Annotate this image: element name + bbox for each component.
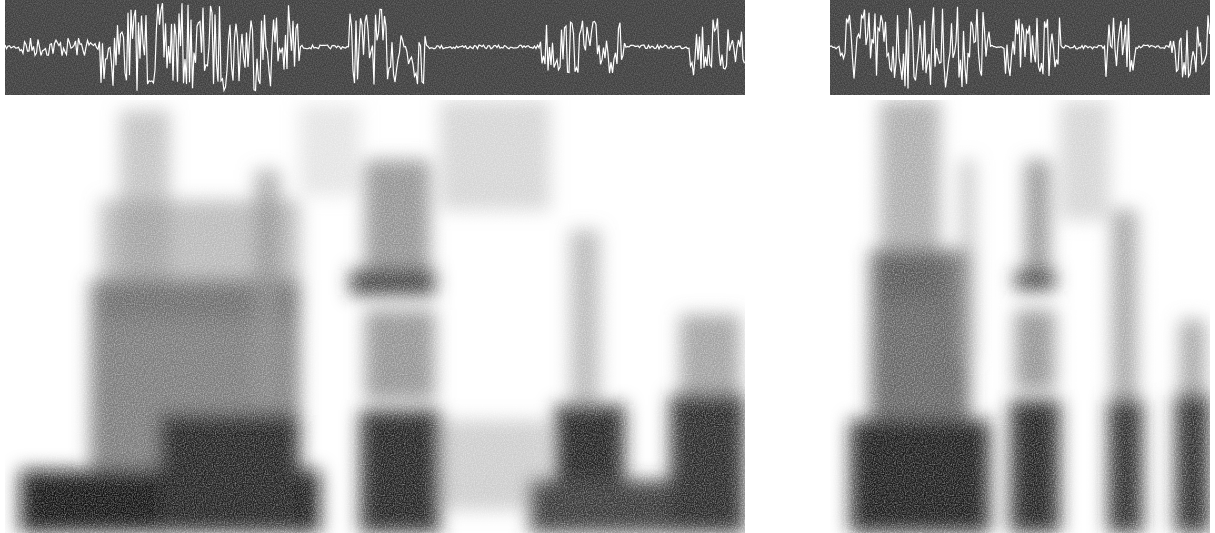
spectrogram <box>830 100 1210 533</box>
spectrogram-texture <box>830 100 1210 533</box>
spectrogram-texture <box>5 100 745 533</box>
figure <box>0 0 1215 533</box>
spectrogram <box>5 100 745 533</box>
